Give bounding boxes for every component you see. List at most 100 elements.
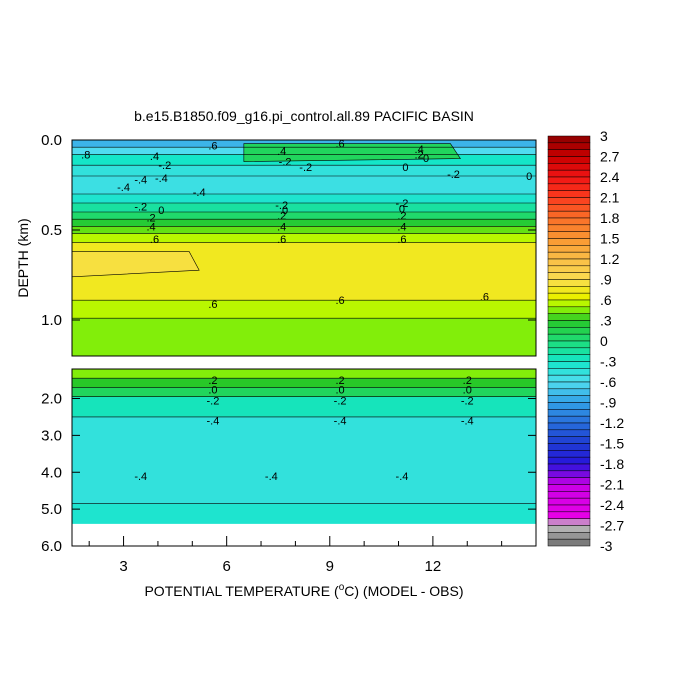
contour-label: .2 bbox=[146, 212, 155, 224]
colorbar-box bbox=[547, 320, 591, 328]
colorbar-box bbox=[547, 415, 591, 424]
y-tick-label: 5.0 bbox=[41, 501, 62, 518]
colorbar-box bbox=[547, 197, 591, 205]
x-tick-label: 3 bbox=[119, 558, 127, 575]
colorbar-box bbox=[547, 368, 591, 376]
fill-patch bbox=[243, 143, 461, 162]
contour-label: .6 bbox=[480, 292, 489, 304]
contour-label: .4 bbox=[150, 151, 159, 163]
colorbar-box bbox=[547, 251, 591, 260]
fill-band bbox=[72, 416, 536, 504]
upper-contour-labels: .8.4.6.4.6.4-.2 -.2.2 0-.2 0-.4 -.4-.4 -.4-.2… bbox=[81, 139, 532, 311]
colorbar-box bbox=[547, 313, 591, 321]
colorbar-box bbox=[547, 354, 591, 362]
colorbar-label: 3 bbox=[600, 128, 608, 144]
contour-label: -.2 bbox=[134, 202, 147, 214]
colorbar-box bbox=[547, 538, 591, 547]
contour-label: -.4 bbox=[134, 471, 147, 483]
colorbar-box bbox=[547, 224, 591, 232]
fill-band bbox=[72, 165, 536, 176]
lower-panel: .2.2.2.0.0.0-.2 -.2 -.2-.4 -.4 -.4-.4 -.4 -.4 … bbox=[41, 368, 537, 575]
contour-label: -.2 bbox=[396, 198, 409, 210]
contour-label: 0 bbox=[399, 203, 405, 215]
fill-band bbox=[72, 176, 536, 194]
colorbar-box bbox=[547, 497, 591, 506]
colorbar-box bbox=[547, 306, 591, 314]
lower-panel-frame bbox=[71, 368, 537, 547]
colorbar-box bbox=[547, 163, 591, 171]
fill-band bbox=[72, 203, 536, 212]
colorbar-box bbox=[547, 210, 591, 219]
colorbar-label: 2.1 bbox=[600, 190, 620, 206]
colorbar-box bbox=[547, 463, 591, 472]
upper-panel: .8.4.6.4.6.4-.2 -.2.2 0-.2 0-.4 -.4-.4 -.4-.2… bbox=[41, 132, 537, 357]
colorbar-box bbox=[547, 409, 591, 417]
lower-contours bbox=[72, 377, 536, 504]
contour-label: .2 bbox=[335, 375, 344, 387]
colorbar-box bbox=[547, 477, 591, 485]
contour-label: .0 bbox=[208, 384, 217, 396]
fill-band bbox=[72, 233, 536, 243]
fill-band bbox=[72, 369, 536, 379]
colorbar-box bbox=[547, 402, 591, 410]
colorbar-box bbox=[547, 395, 591, 403]
y-tick-label: 4.0 bbox=[41, 464, 62, 481]
colorbar-box bbox=[547, 183, 591, 191]
colorbar-label: 1.2 bbox=[600, 251, 620, 267]
contour-label: -.2 bbox=[279, 157, 292, 169]
colorbar-box bbox=[547, 217, 591, 226]
contour-label: .4 bbox=[277, 221, 286, 233]
colorbar-label: -1.5 bbox=[600, 436, 624, 452]
contour-label: 0 bbox=[402, 162, 408, 174]
colorbar: 3 2.7 2.4 2.1 1.8 1.5 1.2 .9 .6 .3 0 -.3 -.6 -.9 -1.2 -… bbox=[547, 128, 624, 554]
x-axis-label-end: C) (MODEL - OBS) bbox=[344, 583, 463, 599]
colorbar-box bbox=[547, 347, 591, 355]
fill-band bbox=[72, 387, 536, 397]
colorbar-box bbox=[547, 374, 591, 383]
colorbar-box bbox=[547, 265, 591, 273]
contour-label: .6 bbox=[208, 299, 217, 311]
fill-band bbox=[72, 318, 536, 356]
contour-label: .2 bbox=[277, 211, 286, 223]
colorbar-label: 2.4 bbox=[600, 169, 620, 185]
colorbar-box bbox=[547, 279, 591, 287]
colorbar-label: -2.4 bbox=[600, 497, 624, 513]
x-tick-label: 12 bbox=[425, 558, 442, 575]
colorbar-box bbox=[547, 272, 591, 280]
colorbar-box bbox=[547, 504, 591, 513]
contour-label: 0 bbox=[158, 205, 164, 217]
colorbar-box bbox=[547, 422, 591, 431]
colorbar-box bbox=[547, 299, 591, 308]
fill-band bbox=[72, 503, 536, 524]
colorbar-label: 0 bbox=[600, 333, 608, 349]
contour-label: .2 bbox=[208, 375, 217, 387]
colorbar-box bbox=[547, 532, 591, 540]
contour-label: 0 bbox=[423, 153, 429, 165]
contour-label: .6 bbox=[277, 234, 286, 246]
colorbar-box bbox=[547, 456, 591, 465]
contour-label: .6 bbox=[397, 234, 406, 246]
colorbar-box bbox=[547, 156, 591, 164]
colorbar-label: -.6 bbox=[600, 374, 617, 390]
fill-band bbox=[72, 396, 536, 417]
contour-label: 0 bbox=[526, 171, 532, 183]
chart-title: b.e15.B1850.f09_g16.pi_control.all.89 PA… bbox=[134, 108, 474, 124]
x-tick-label: 9 bbox=[326, 558, 334, 575]
contour-label: -.2 bbox=[206, 395, 219, 407]
colorbar-label: -1.8 bbox=[600, 456, 624, 472]
fill-band bbox=[72, 194, 536, 203]
colorbar-label: -1.2 bbox=[600, 415, 624, 431]
colorbar-box bbox=[547, 388, 591, 396]
colorbar-box bbox=[547, 142, 591, 150]
contour-label: -.4 bbox=[117, 182, 130, 194]
colorbar-box bbox=[547, 149, 591, 157]
contour-label: .4 bbox=[397, 221, 406, 233]
colorbar-box bbox=[547, 511, 591, 519]
contour-label: .4 bbox=[146, 221, 155, 233]
colorbar-box bbox=[547, 204, 591, 212]
contour-label: -.2 bbox=[461, 395, 474, 407]
fill-band bbox=[72, 219, 536, 227]
contour-label: -.2 bbox=[299, 162, 312, 174]
x-tick-label: 6 bbox=[222, 558, 230, 575]
